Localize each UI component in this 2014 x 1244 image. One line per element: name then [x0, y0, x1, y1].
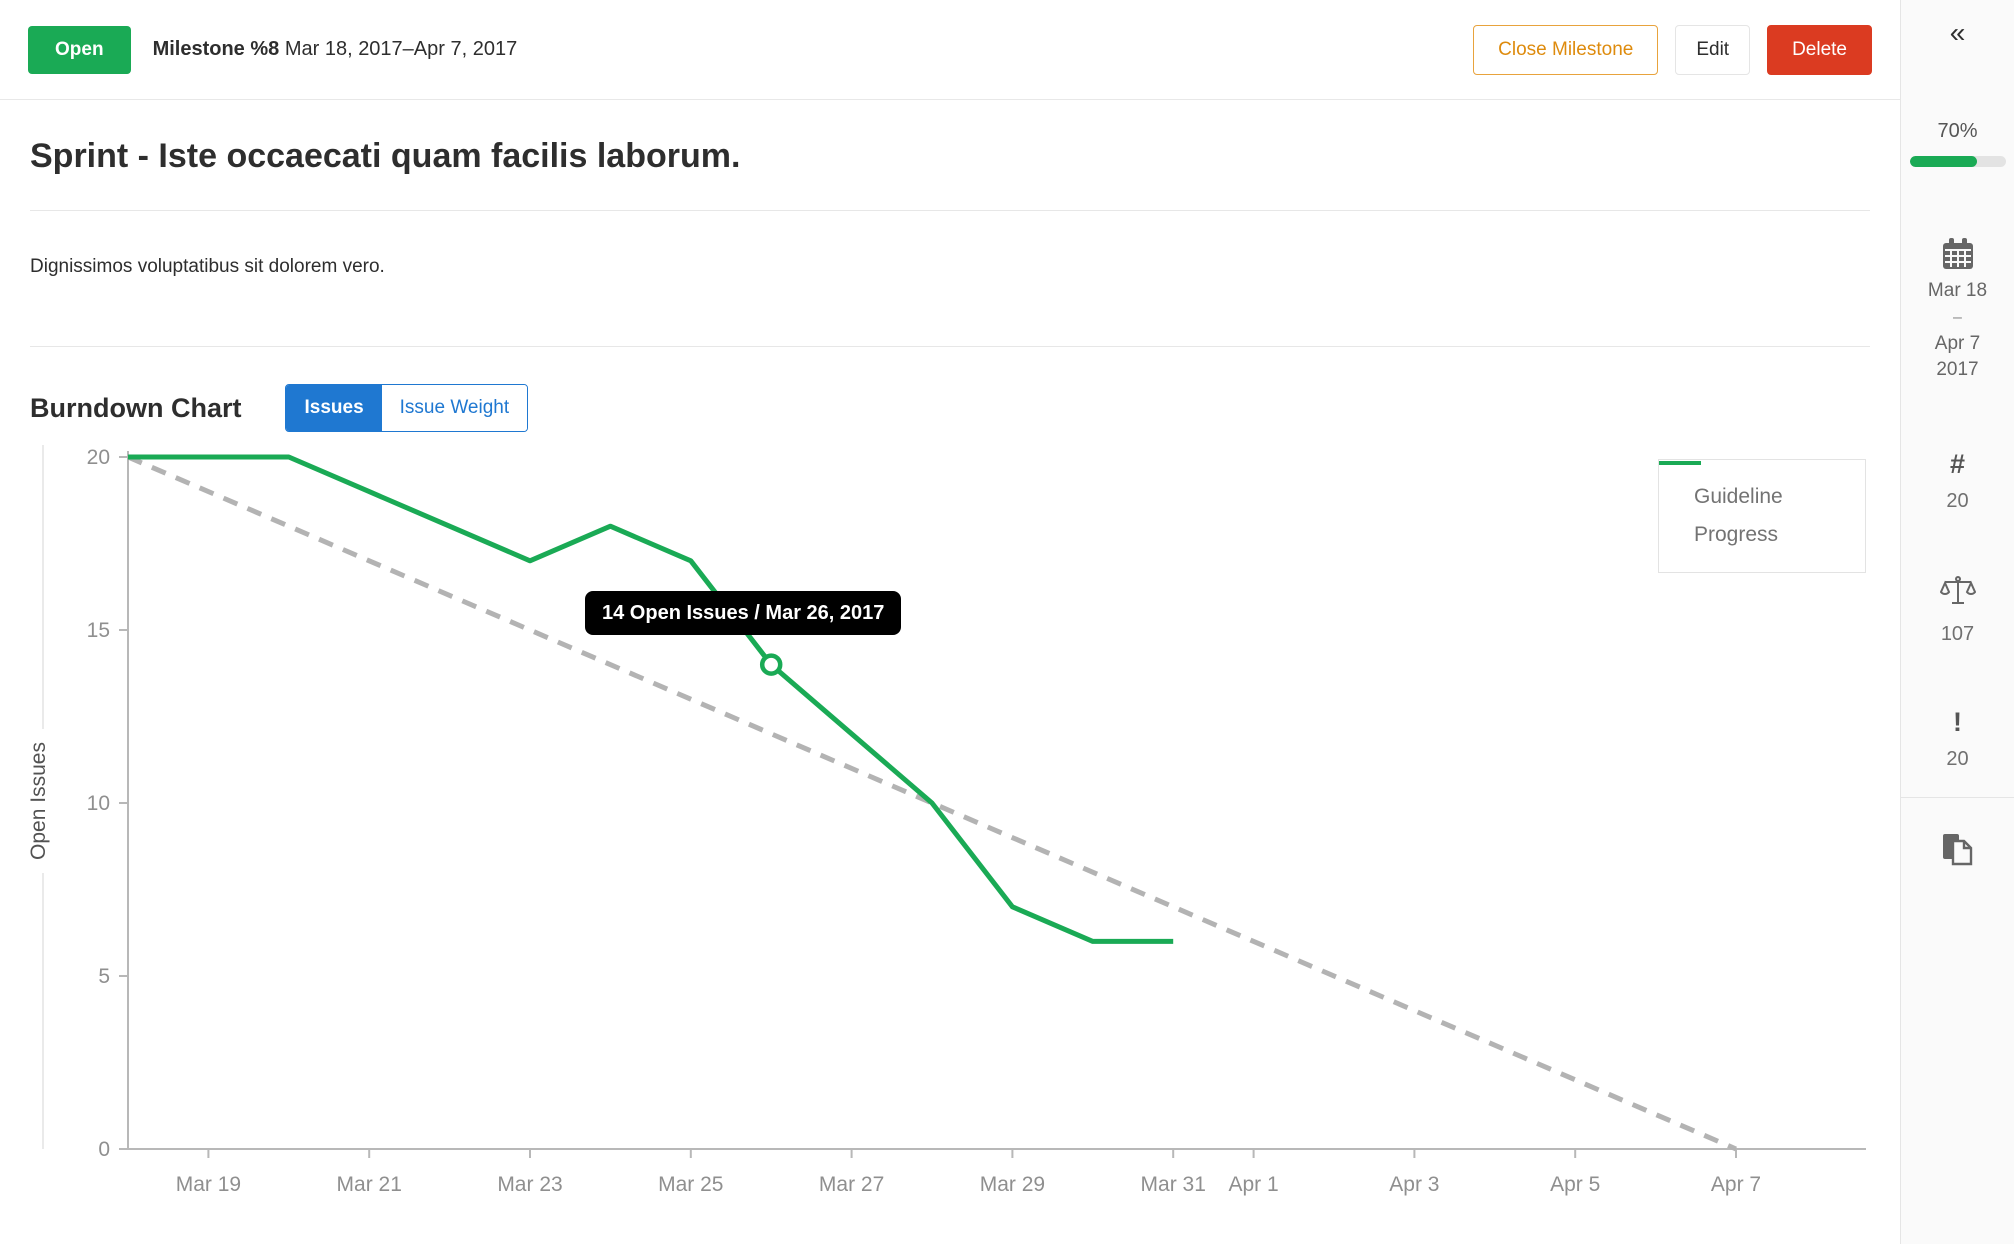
- sidebar-issues-count: 20: [1946, 490, 1969, 512]
- y-tick-label: 15: [87, 619, 110, 642]
- sidebar-date-separator: –: [1953, 309, 1962, 326]
- sidebar-merge-count: 20: [1946, 748, 1969, 770]
- close-milestone-button[interactable]: Close Milestone: [1473, 24, 1659, 75]
- series-progress: [128, 454, 1174, 944]
- sidebar-weight-count: 107: [1940, 623, 1975, 645]
- milestone-date-range: Mar 18, 2017–Apr 7, 2017: [284, 38, 518, 60]
- chart-tooltip: 14 Open Issues / Mar 26, 2017: [585, 591, 902, 635]
- sidebar-merge-block[interactable]: ! 20: [1901, 706, 2014, 771]
- legend-label-guideline: Guideline: [1694, 485, 1783, 508]
- x-tick-label: Mar 23: [497, 1173, 562, 1196]
- sidebar-issues-block[interactable]: # 20: [1901, 448, 2014, 513]
- milestone-progress-fill: [1910, 156, 1978, 167]
- exclamation-icon: !: [1953, 707, 1962, 737]
- milestone-progress-bar: [1910, 156, 2006, 167]
- chart-legend: Guideline Progress: [1658, 459, 1866, 573]
- scale-icon: [1939, 576, 1976, 613]
- sidebar-dates-block[interactable]: Mar 18 – Apr 7 2017: [1901, 238, 2014, 383]
- y-tick-label: 20: [87, 446, 110, 469]
- x-tick-label: Apr 5: [1550, 1173, 1600, 1196]
- y-axis-title: Open Issues: [27, 742, 50, 860]
- title-section: Sprint - Iste occaecati quam facilis lab…: [30, 100, 1870, 211]
- milestone-sidebar: « 70% Mar 18 – Apr 7: [1900, 0, 2014, 1244]
- series-guideline: [127, 454, 1737, 1152]
- page-title: Sprint - Iste occaecati quam facilis lab…: [30, 137, 741, 175]
- x-tick-label: Mar 25: [658, 1173, 723, 1196]
- x-tick-label: Apr 7: [1711, 1173, 1761, 1196]
- x-tick-label: Apr 3: [1389, 1173, 1439, 1196]
- milestone-description: Dignissimos voluptatibus sit dolorem ver…: [30, 211, 1870, 347]
- x-tick-label: Mar 27: [819, 1173, 884, 1196]
- sidebar-date-end: Apr 7: [1934, 333, 1981, 354]
- x-tick-label: Mar 21: [337, 1173, 402, 1196]
- status-badge: Open: [28, 25, 131, 74]
- burndown-header: Burndown Chart Issues Issue Weight: [30, 383, 1870, 433]
- burndown-chart-svg: Open Issues 0 5 10 15 20 Mar 19 Mar 21 Mar 23 Mar…: [27, 445, 1866, 1196]
- legend-label-progress: Progress: [1694, 523, 1779, 546]
- milestone-header-bar: Open Milestone %8 Mar 18, 2017–Apr 7, 20…: [0, 0, 1900, 100]
- milestone-title-line: Milestone %8 Mar 18, 2017–Apr 7, 2017: [153, 38, 518, 61]
- toggle-issue-weight-button[interactable]: Issue Weight: [381, 385, 528, 431]
- burndown-chart-heading: Burndown Chart: [30, 392, 242, 423]
- axis-lines: [120, 451, 1866, 1150]
- legend-item-progress: Progress: [1659, 461, 1865, 554]
- milestone-name: Milestone %8: [152, 38, 280, 60]
- x-tick-label: Mar 19: [176, 1173, 241, 1196]
- edit-button[interactable]: Edit: [1675, 24, 1751, 75]
- y-tick-label: 5: [98, 965, 110, 988]
- x-tick-label: Mar 31: [1141, 1173, 1206, 1196]
- sidebar-progress-block[interactable]: 70%: [1901, 120, 2014, 143]
- hash-icon: #: [1949, 449, 1966, 479]
- main-content: Open Milestone %8 Mar 18, 2017–Apr 7, 20…: [0, 0, 1900, 1233]
- sidebar-weight-block[interactable]: 107: [1901, 576, 2014, 646]
- chevron-double-left-icon: «: [1949, 17, 1966, 48]
- toggle-issues-button[interactable]: Issues: [286, 385, 382, 431]
- burndown-chart: Open Issues 0 5 10 15 20 Mar 19 Mar 21 Mar 23 Mar…: [0, 441, 1900, 1233]
- clipboard-copy-icon: [1942, 832, 1974, 871]
- sidebar-expand-button[interactable]: «: [1901, 16, 2014, 50]
- milestone-progress-percent: 70%: [1937, 120, 1978, 142]
- burndown-toggle-group: Issues Issue Weight: [285, 384, 529, 432]
- legend-item-guideline: Guideline: [1659, 461, 1865, 516]
- calendar-icon: [1941, 238, 1975, 278]
- sidebar-date-start: Mar 18: [1927, 280, 1988, 301]
- x-tick-label: Apr 1: [1228, 1173, 1278, 1196]
- sidebar-date-year: 2017: [1936, 359, 1979, 380]
- x-tick-label: Mar 29: [980, 1173, 1045, 1196]
- data-point-marker[interactable]: [759, 653, 783, 676]
- y-tick-label: 0: [98, 1138, 110, 1161]
- sidebar-divider: [1901, 797, 2014, 798]
- sidebar-copy-block[interactable]: [1901, 832, 2014, 871]
- delete-button[interactable]: Delete: [1767, 24, 1872, 75]
- y-tick-label: 10: [87, 792, 110, 815]
- progress-line-sample: [1659, 461, 1701, 465]
